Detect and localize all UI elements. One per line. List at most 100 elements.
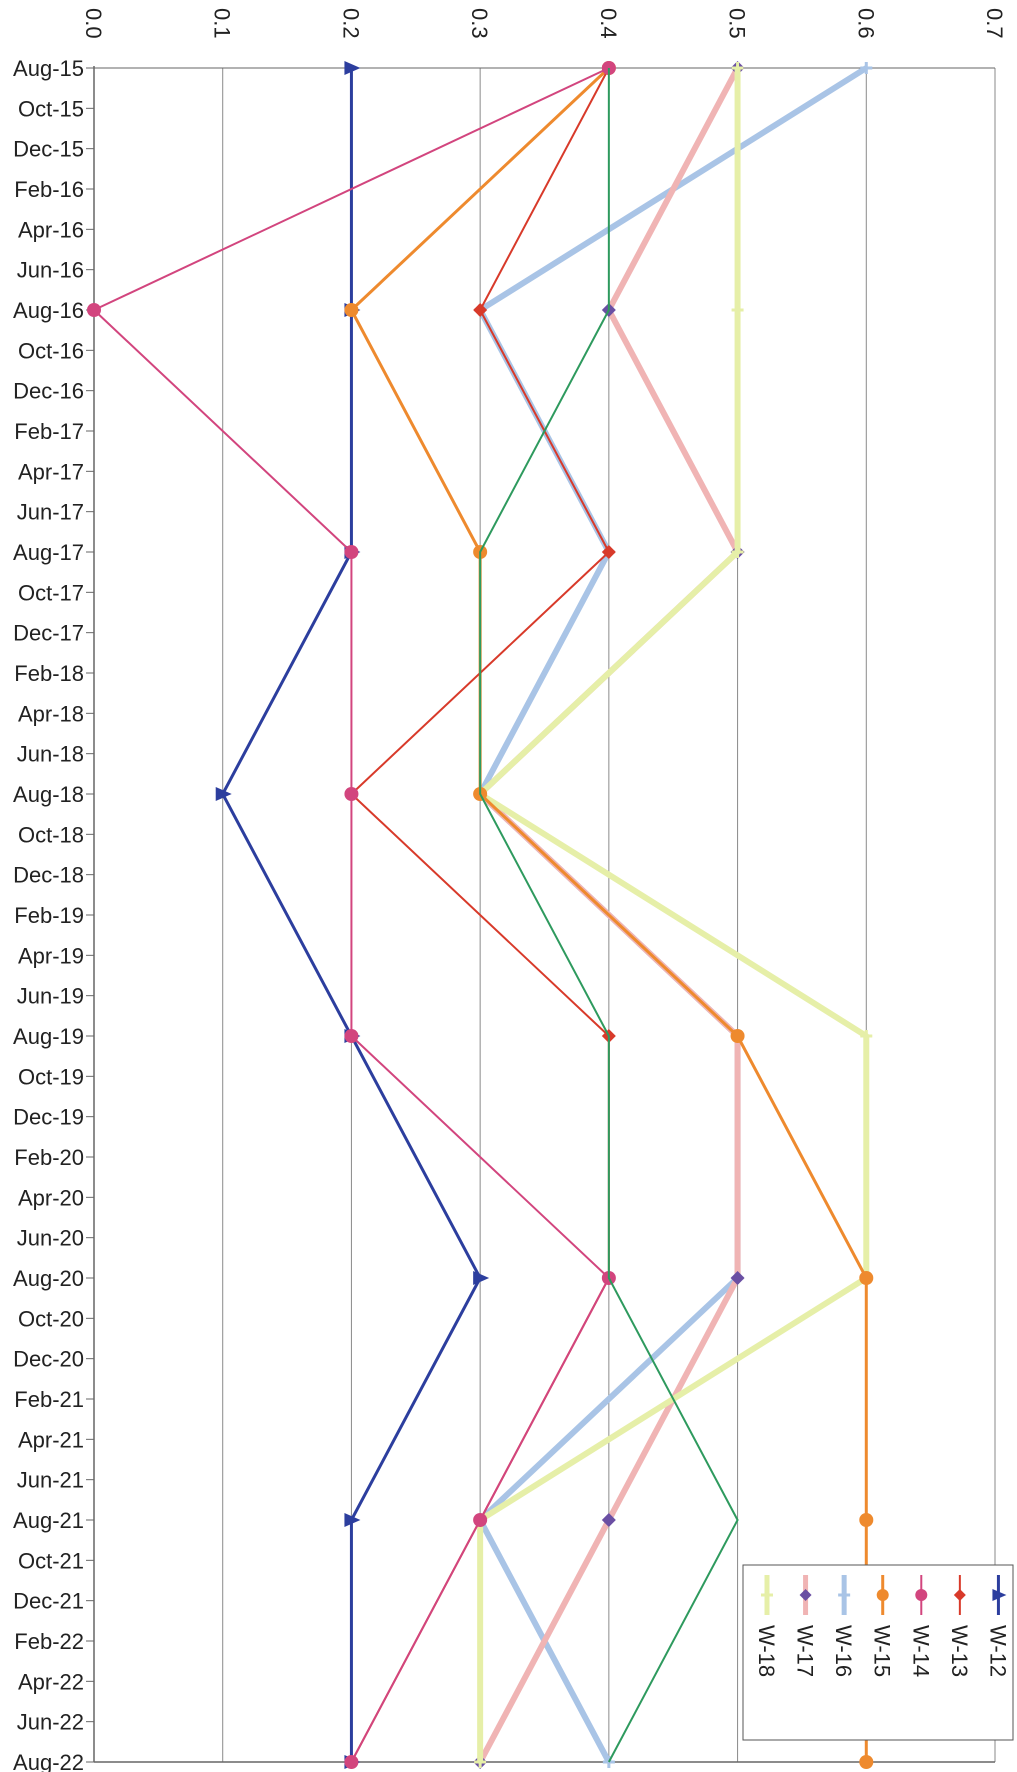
y-tick-label: Jun-22 <box>17 1710 84 1735</box>
x-tick-label: 0.7 <box>982 8 1007 39</box>
data-point <box>474 1756 487 1768</box>
series-line <box>349 66 868 1762</box>
legend-item-w-17: W-17 <box>793 1575 818 1677</box>
data-point <box>799 1589 812 1601</box>
x-tick-label: 0.2 <box>338 8 363 39</box>
legend-item-w-15: W-15 <box>870 1575 895 1677</box>
legend-label: W-18 <box>754 1625 779 1677</box>
data-point <box>838 1589 851 1601</box>
data-point <box>915 1589 928 1601</box>
y-tick-label: Apr-16 <box>18 217 84 242</box>
legend-item-w-18: W-18 <box>754 1575 779 1677</box>
y-tick-label: Jun-17 <box>17 500 84 525</box>
data-point <box>859 1513 874 1527</box>
legend-label: W-12 <box>985 1625 1010 1677</box>
y-tick-label: Oct-20 <box>18 1306 84 1331</box>
y-tick-label: Dec-16 <box>13 379 84 404</box>
data-point <box>860 62 873 74</box>
data-point <box>473 1271 490 1285</box>
x-tick-label: 0.5 <box>725 8 750 39</box>
y-tick-label: Feb-19 <box>14 903 84 928</box>
data-point <box>953 1589 966 1601</box>
data-point <box>731 304 744 316</box>
y-tick-label: Aug-17 <box>13 540 84 565</box>
series-line <box>479 68 739 1763</box>
data-point <box>473 303 488 317</box>
y-tick-label: Jun-16 <box>17 258 84 283</box>
y-tick-label: Feb-21 <box>14 1387 84 1412</box>
data-point <box>473 1513 488 1527</box>
series-w-14 <box>87 61 616 1769</box>
data-point <box>992 1589 1007 1601</box>
data-point <box>601 1513 616 1527</box>
y-tick-label: Dec-19 <box>13 1105 84 1130</box>
data-point <box>87 303 101 317</box>
legend-label: W-15 <box>870 1625 895 1677</box>
y-tick-label: Oct-15 <box>18 96 84 121</box>
y-tick-label: Apr-21 <box>18 1427 84 1452</box>
data-point <box>731 62 744 74</box>
data-point <box>730 1271 745 1285</box>
data-point <box>344 1029 359 1043</box>
data-point <box>215 787 232 801</box>
y-tick-label: Apr-17 <box>18 459 84 484</box>
y-tick-label: Apr-22 <box>18 1669 84 1694</box>
y-tick-label: Feb-20 <box>14 1145 84 1170</box>
y-tick-label: Apr-18 <box>18 701 84 726</box>
y-tick-label: Aug-20 <box>13 1266 84 1291</box>
data-point <box>761 1589 773 1601</box>
series-line <box>221 68 482 1762</box>
x-tick-label: 0.6 <box>853 8 878 39</box>
y-tick-label: Feb-16 <box>14 177 84 202</box>
y-tick-label: Feb-18 <box>14 661 84 686</box>
legend-item-w-16: W-16 <box>831 1575 856 1677</box>
y-tick-label: Oct-16 <box>18 338 84 363</box>
y-tick-label: Feb-22 <box>14 1629 84 1654</box>
data-point <box>730 1029 745 1043</box>
y-tick-label: Apr-20 <box>18 1185 84 1210</box>
x-tick-labels: 0.0 0.1 0.2 0.3 0.4 0.5 0.6 0.7 <box>81 8 1007 39</box>
y-tick-label: Aug-15 <box>13 56 84 81</box>
data-point <box>344 787 359 801</box>
legend-item-w-12: W-12 <box>985 1575 1010 1677</box>
data-point <box>344 1513 361 1527</box>
y-tick-label: Aug-18 <box>13 782 84 807</box>
y-tick-label: Oct-17 <box>18 580 84 605</box>
data-point <box>876 1589 889 1601</box>
series-line <box>477 68 870 1762</box>
legend-label: W-17 <box>793 1625 818 1677</box>
y-tick-label: Jun-19 <box>17 984 84 1009</box>
x-tick-label: 0.0 <box>81 8 106 39</box>
data-point <box>344 1755 359 1769</box>
axes <box>86 66 995 1763</box>
y-tick-label: Aug-16 <box>13 298 84 323</box>
data-point <box>344 545 359 559</box>
y-tick-label: Dec-21 <box>13 1589 84 1614</box>
legend-item-w-14: W-14 <box>908 1575 933 1677</box>
y-tick-label: Dec-20 <box>13 1347 84 1372</box>
legend: W-18 W-17 W-16 W-15 W-14 W-13 W-12 <box>742 1564 1014 1741</box>
x-tick-label: 0.4 <box>596 8 621 39</box>
data-point <box>731 546 744 558</box>
data-point <box>602 1756 615 1768</box>
data-point <box>860 1030 873 1042</box>
y-tick-label: Dec-15 <box>13 137 84 162</box>
legend-item-w-13: W-13 <box>947 1575 972 1677</box>
series-w-15 <box>344 61 874 1769</box>
series-line <box>93 67 610 1763</box>
y-tick-label: Apr-19 <box>18 943 84 968</box>
x-tick-label: 0.3 <box>467 8 492 39</box>
y-tick-label: Dec-17 <box>13 621 84 646</box>
legend-label: W-13 <box>947 1625 972 1677</box>
y-tick-label: Oct-21 <box>18 1548 84 1573</box>
y-tick-label: Aug-21 <box>13 1508 84 1533</box>
data-point <box>859 1271 874 1285</box>
y-tick-label: Aug-22 <box>13 1750 84 1772</box>
y-tick-label: Oct-19 <box>18 1064 84 1089</box>
legend-label: W-16 <box>831 1625 856 1677</box>
y-tick-label: Aug-19 <box>13 1024 84 1049</box>
data-point <box>601 545 616 559</box>
